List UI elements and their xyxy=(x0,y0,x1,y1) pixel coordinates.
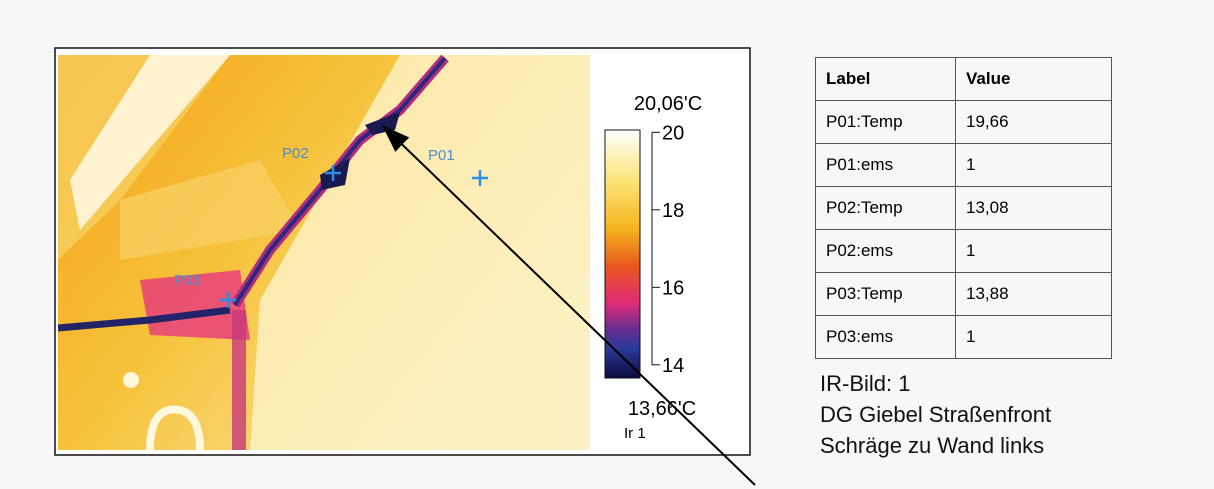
point-label: P03 xyxy=(174,272,201,289)
table-cell: P03:ems xyxy=(815,315,956,359)
point-marker xyxy=(220,292,236,308)
colorbar-tick-label: 16 xyxy=(662,277,684,299)
colorbar-tick-label: 14 xyxy=(662,355,684,377)
table-cell: 1 xyxy=(955,229,1112,273)
point-marker xyxy=(472,170,488,186)
caption: IR-Bild: 1 DG Giebel Straßenfront Schräge … xyxy=(820,368,1051,461)
colorbar-tick-label: 20 xyxy=(662,122,684,144)
point-label: P01 xyxy=(428,147,455,164)
table-cell: 13,08 xyxy=(955,186,1112,230)
table-cell: 1 xyxy=(955,315,1112,359)
table-cell: 19,66 xyxy=(955,100,1112,144)
table-row: P02:Temp 13,08 xyxy=(815,186,1112,230)
table-row: P03:ems 1 xyxy=(815,315,1112,359)
point-marker xyxy=(325,165,341,181)
caption-line: Schräge zu Wand links xyxy=(820,433,1045,458)
table-row: P01:ems 1 xyxy=(815,143,1112,187)
table-cell: P02:ems xyxy=(815,229,956,273)
point-label: P02 xyxy=(282,145,309,162)
value-table: Label Value P01:Temp 19,66 P01:ems 1 P02:Temp 1… xyxy=(815,57,1112,359)
colorbar-max: 20,06'C xyxy=(634,93,702,115)
image-id: Ir 1 xyxy=(624,425,646,442)
table-cell: 1 xyxy=(955,143,1112,187)
colorbar xyxy=(604,129,641,379)
table-cell: P01:ems xyxy=(815,143,956,187)
table-cell: P03:Temp xyxy=(815,272,956,316)
thermal-picture xyxy=(57,54,590,451)
caption-line: DG Giebel Straßenfront xyxy=(820,402,1052,427)
header-cell: Label xyxy=(815,57,956,101)
table-row: P01:Temp 19,66 xyxy=(815,100,1112,144)
arrow xyxy=(382,125,756,486)
colorbar-min: 13,66'C xyxy=(628,398,696,420)
colorbar-tick-label: 18 xyxy=(662,200,684,222)
header-row: Label Value xyxy=(815,57,1112,101)
caption-line: IR-Bild: 1 xyxy=(820,371,911,396)
header-cell: Value xyxy=(955,57,1112,101)
table-row: P02:ems 1 xyxy=(815,229,1112,273)
table-cell: P02:Temp xyxy=(815,186,956,230)
table-row: P03:Temp 13,88 xyxy=(815,272,1112,316)
table-cell: P01:Temp xyxy=(815,100,956,144)
table-cell: 13,88 xyxy=(955,272,1112,316)
